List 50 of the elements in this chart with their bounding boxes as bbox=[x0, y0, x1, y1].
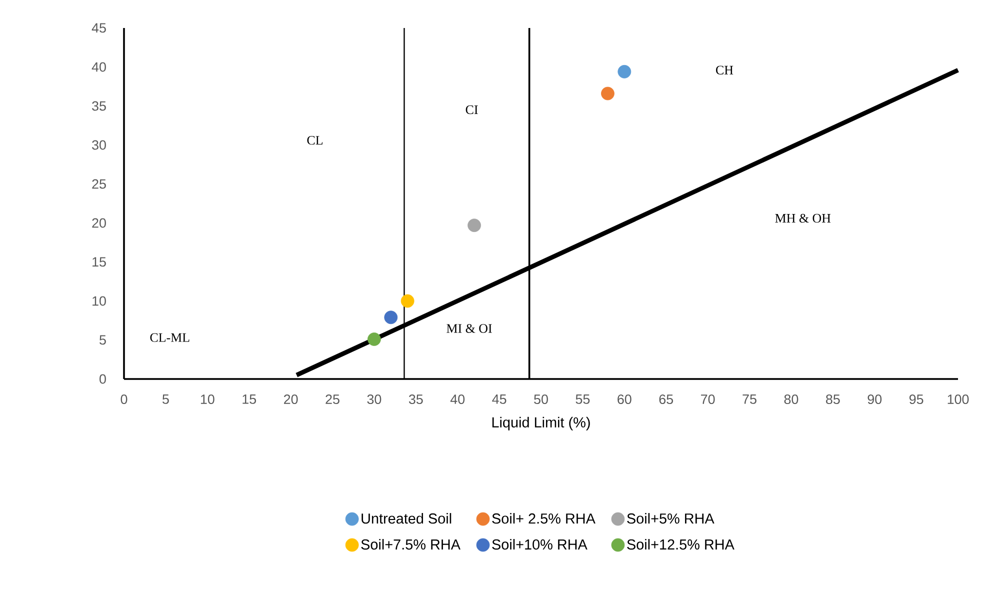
point bbox=[368, 332, 381, 346]
y-tick-label: 45 bbox=[92, 23, 106, 33]
legend-label: Soil+12.5% RHA bbox=[627, 539, 734, 550]
x-tick-label: 60 bbox=[618, 394, 632, 404]
x-tick-label: 40 bbox=[450, 394, 465, 404]
y-tick-label: 15 bbox=[92, 257, 106, 267]
x-tick-label: 20 bbox=[284, 394, 298, 404]
x-tick-label: 55 bbox=[576, 394, 590, 404]
x-tick-label: 45 bbox=[492, 394, 506, 404]
y-tick-label: 25 bbox=[92, 179, 106, 189]
x-tick-label: 90 bbox=[868, 394, 882, 404]
x-tick-label: 5 bbox=[162, 394, 169, 404]
x-tick-label: 85 bbox=[826, 394, 840, 404]
y-tick-label: 0 bbox=[100, 374, 106, 384]
x-tick-label: 65 bbox=[659, 394, 674, 404]
legend-label: Soil+ 2.5% RHA bbox=[492, 513, 596, 524]
legend-label: Soil+10% RHA bbox=[492, 539, 588, 550]
x-tick-label: 25 bbox=[326, 394, 340, 404]
annotation: CH bbox=[716, 66, 734, 74]
y-tick-label: 20 bbox=[92, 218, 106, 228]
legend-label: Soil+7.5% RHA bbox=[361, 539, 460, 550]
x-tick-label: 95 bbox=[909, 394, 924, 404]
point bbox=[601, 86, 614, 100]
x-tick-label: 30 bbox=[367, 394, 382, 404]
point bbox=[468, 218, 481, 232]
annotation: MH & OH bbox=[775, 214, 831, 223]
x-tick-label: 50 bbox=[534, 394, 548, 404]
legend-label: Soil+5% RHA bbox=[627, 513, 714, 524]
legend-label: Untreated Soil bbox=[362, 513, 452, 524]
x-tick-label: 15 bbox=[242, 394, 256, 404]
y-tick-label: 40 bbox=[92, 62, 106, 72]
annotation: CL-ML bbox=[150, 333, 190, 342]
x-tick-label: 70 bbox=[701, 394, 715, 404]
x-tick-label: 100 bbox=[948, 394, 969, 404]
annotation: CL bbox=[307, 136, 322, 145]
annotation: CI bbox=[466, 105, 478, 114]
x-tick-label: 35 bbox=[408, 394, 423, 404]
y-tick-label: 35 bbox=[92, 101, 106, 111]
x-tick-label: 80 bbox=[784, 394, 798, 404]
y-tick-label: 10 bbox=[92, 296, 106, 306]
x-axis-title: Liquid Limit (%) bbox=[492, 416, 590, 430]
x-tick-label: 75 bbox=[742, 394, 756, 404]
y-tick-label: 30 bbox=[92, 140, 106, 150]
x-tick-label: 0 bbox=[120, 394, 128, 404]
annotation: MI & OI bbox=[446, 324, 492, 333]
y-tick-label: 5 bbox=[100, 335, 106, 345]
point bbox=[384, 310, 398, 324]
point bbox=[618, 64, 632, 78]
point bbox=[400, 294, 414, 308]
x-tick-label: 10 bbox=[200, 394, 214, 404]
